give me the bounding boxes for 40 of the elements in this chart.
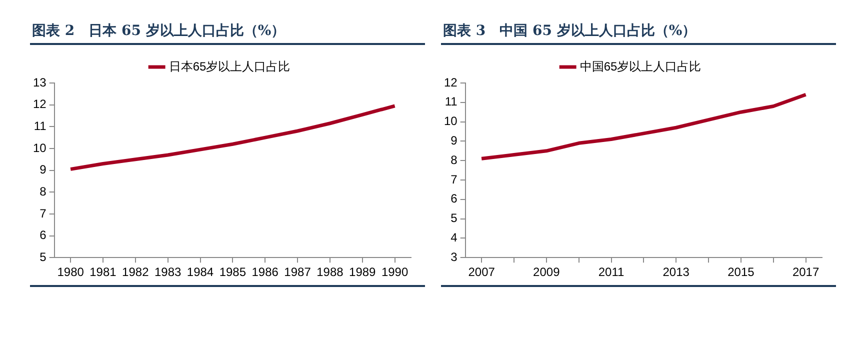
x-tick-label: 1988: [316, 265, 344, 280]
x-tick-label: 2011: [598, 265, 624, 280]
y-tick-label: 6: [450, 192, 458, 206]
legend-label: 中国65岁以上人口占比: [580, 59, 702, 74]
x-tick-label: 1982: [122, 265, 150, 280]
legend-label: 日本65岁以上人口占比: [168, 59, 290, 74]
chart-title: 图表 2 日本 65 岁以上人口占比（%）: [30, 22, 425, 45]
x-tick-label: 2007: [468, 265, 496, 280]
y-tick-label: 11: [34, 118, 47, 133]
y-tick-label: 8: [450, 152, 458, 167]
x-tick-label: 2009: [533, 265, 560, 280]
y-tick-label: 3: [450, 250, 458, 264]
x-tick-label: 2013: [662, 265, 690, 280]
y-tick-label: 4: [450, 230, 458, 245]
x-tick-label: 1980: [57, 265, 84, 280]
y-tick-label: 5: [40, 250, 47, 264]
y-tick-label: 13: [32, 75, 47, 90]
x-tick-label: 1981: [90, 265, 117, 280]
y-tick-label: 8: [40, 184, 47, 198]
y-tick-label: 12: [444, 75, 458, 90]
y-tick-label: 11: [444, 94, 458, 109]
y-tick-label: 10: [444, 114, 458, 128]
y-tick-label: 9: [450, 134, 458, 148]
x-tick-label: 1985: [219, 265, 246, 280]
x-tick-label: 1983: [154, 265, 182, 280]
y-tick-label: 5: [450, 211, 458, 226]
x-tick-label: 1987: [284, 265, 312, 280]
chart-title: 图表 3 中国 65 岁以上人口占比（%）: [441, 22, 836, 45]
x-tick-label: 1990: [381, 265, 408, 280]
y-tick-label: 6: [40, 228, 47, 242]
y-tick-label: 9: [40, 162, 47, 177]
x-tick-label: 2017: [792, 265, 820, 280]
y-tick-label: 7: [450, 172, 458, 186]
x-tick-label: 1989: [349, 265, 376, 280]
x-tick-label: 2015: [728, 265, 755, 280]
x-tick-label: 1984: [186, 265, 214, 280]
x-tick-label: 1986: [252, 265, 279, 280]
y-tick-label: 10: [32, 140, 47, 155]
y-tick-label: 7: [40, 206, 47, 220]
y-tick-label: 12: [32, 97, 47, 112]
